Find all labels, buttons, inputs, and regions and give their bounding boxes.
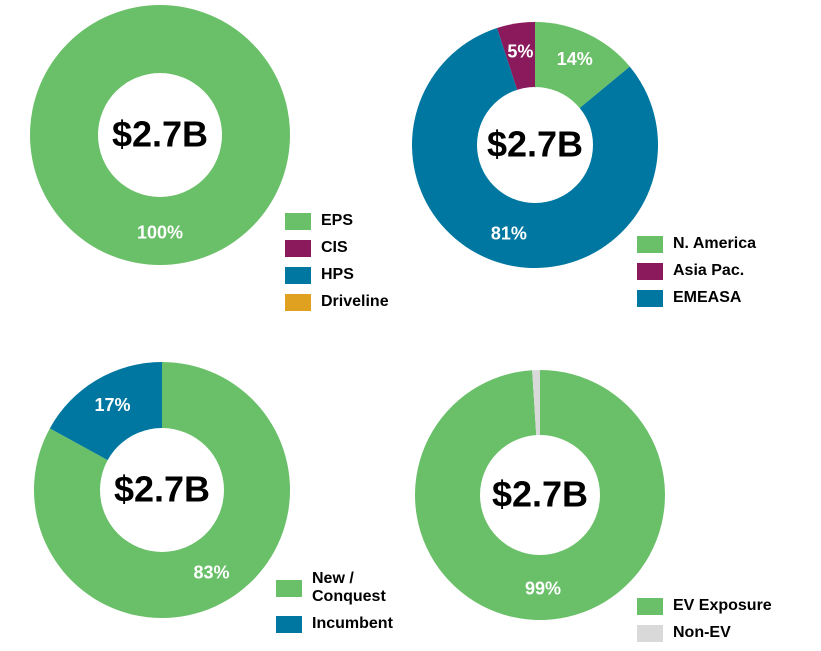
legend-swatch — [276, 579, 302, 597]
data-label: 83% — [194, 562, 230, 582]
center-label: $2.7B — [112, 114, 208, 155]
center-label: $2.7B — [487, 124, 583, 165]
donut-hole — [477, 87, 593, 203]
donut-hole — [100, 428, 224, 552]
legend-item: New / Conquest — [276, 570, 386, 606]
data-label: 99% — [525, 579, 561, 599]
legend-item: Incumbent — [276, 615, 393, 633]
legend: N. America Asia Pac. EMEASA — [637, 235, 807, 316]
legend-swatch — [637, 597, 663, 615]
legend-swatch — [285, 212, 311, 230]
legend-swatch — [285, 239, 311, 257]
legend-item: EV Exposure — [637, 597, 817, 615]
center-label: $2.7B — [492, 474, 588, 515]
legend-item: Non-EV — [637, 624, 817, 642]
legend-swatch — [285, 293, 311, 311]
data-label: 100% — [137, 223, 183, 243]
legend: New / Conquest Incumbent — [276, 570, 393, 642]
data-label: 81% — [491, 224, 527, 244]
data-label: 5% — [507, 41, 533, 61]
legend-label: New / Conquest — [312, 570, 386, 605]
legend-label: Non-EV — [673, 624, 731, 641]
legend-label: CIS — [321, 239, 348, 256]
legend-label: Incumbent — [312, 615, 393, 632]
legend-label: HPS — [321, 266, 354, 283]
legend-label: N. America — [673, 235, 756, 252]
legend-item: Driveline — [285, 293, 425, 311]
legend-swatch — [637, 624, 663, 642]
legend: EPS CIS HPS Driveline — [285, 212, 425, 320]
legend-item: HPS — [285, 266, 425, 284]
legend-label: EMEASA — [673, 289, 742, 306]
legend-item: N. America — [637, 235, 807, 253]
legend-label: EPS — [321, 212, 354, 229]
legend-label: Asia Pac. — [673, 262, 745, 279]
donut-hole — [480, 435, 600, 555]
data-label: 17% — [94, 395, 130, 415]
legend: EV Exposure Non-EV — [637, 597, 817, 651]
legend-item: CIS — [285, 239, 425, 257]
donut-hole — [98, 73, 222, 197]
legend-swatch — [637, 262, 663, 280]
legend-swatch — [637, 289, 663, 307]
legend-item: EMEASA — [637, 289, 807, 307]
legend-label: Driveline — [321, 293, 389, 310]
legend-swatch — [285, 266, 311, 284]
legend-swatch — [637, 235, 663, 253]
legend-item: EPS — [285, 212, 425, 230]
center-label: $2.7B — [114, 469, 210, 510]
legend-label: EV Exposure — [673, 597, 772, 614]
legend-swatch — [276, 615, 302, 633]
data-label: 14% — [557, 49, 593, 69]
legend-item: Asia Pac. — [637, 262, 807, 280]
